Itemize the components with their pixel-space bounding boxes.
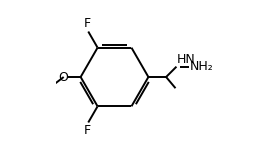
Text: F: F (84, 124, 91, 137)
Text: F: F (84, 17, 91, 30)
Text: HN: HN (177, 53, 196, 66)
Text: O: O (59, 71, 68, 83)
Text: NH₂: NH₂ (190, 60, 213, 73)
